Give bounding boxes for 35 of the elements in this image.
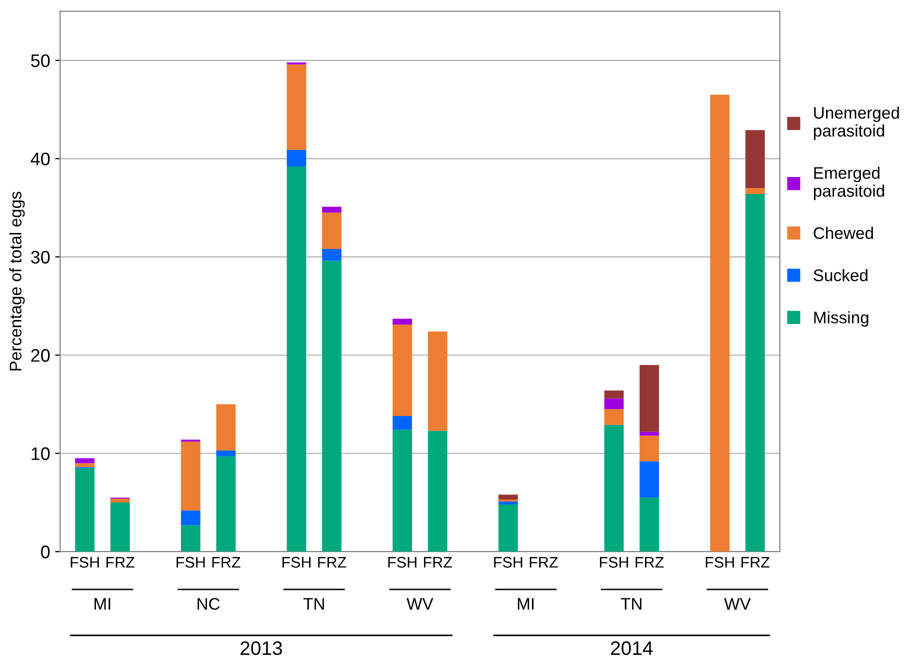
x-tick-label: FSH (494, 556, 522, 568)
x-tick-label: FSH (282, 556, 311, 568)
x-tick-label: FRZ (318, 557, 346, 568)
x-tick-label: FSH (388, 556, 416, 568)
text: MI (518, 598, 534, 610)
text: NC (198, 598, 220, 610)
text: WV (406, 598, 434, 610)
text: WV (724, 598, 751, 610)
legend-label: Chewed (814, 226, 873, 240)
legend-label: Missing (814, 311, 868, 327)
y-tick-label: 30 (31, 250, 50, 264)
y-tick-label: 50 (31, 54, 50, 68)
legend-label: Unemerged parasitoid (814, 106, 899, 140)
text: 2014 (610, 641, 653, 656)
x-tick-label: FSH (70, 556, 99, 568)
x-tick-label: FRZ (424, 557, 452, 568)
x-tick-label: FSH (600, 556, 628, 568)
x-tick-label: FRZ (530, 557, 558, 568)
text: 2013 (240, 641, 282, 656)
text: TN (620, 598, 642, 610)
x-tick-label: FSH (176, 556, 205, 568)
x-tick-label: FRZ (742, 557, 770, 568)
text: MI (94, 598, 110, 610)
text: TN (303, 598, 324, 610)
legend-label: Emerged parasitoid (814, 166, 884, 200)
x-tick-label: FSH (706, 556, 734, 568)
y-tick-label: 10 (32, 447, 50, 460)
y-tick-label: 40 (30, 152, 50, 166)
x-tick-label: FRZ (212, 557, 240, 568)
x-tick-label: FRZ (636, 557, 664, 568)
y-axis-title: Percentage of total eggs (9, 192, 25, 370)
x-tick-label: FRZ (106, 557, 134, 568)
y-tick-label: 20 (31, 349, 50, 362)
y-tick-label: 0 (41, 546, 50, 558)
legend-label: Sucked (814, 268, 868, 282)
